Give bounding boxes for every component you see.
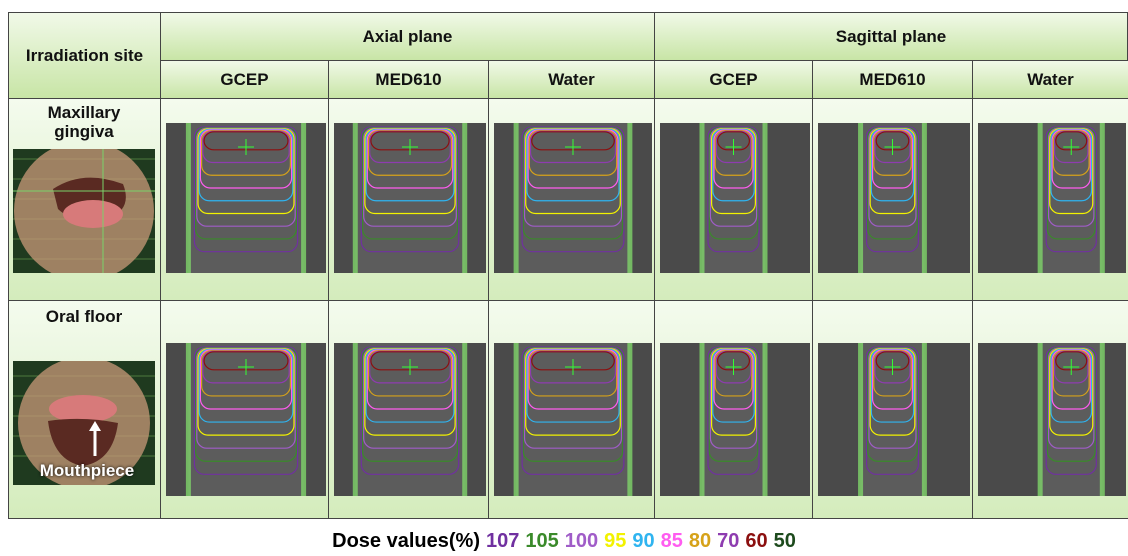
material-header: Water xyxy=(972,60,1128,99)
row-cell: Oral floor Mouthpiece xyxy=(8,300,161,519)
annotation: Mouthpiece xyxy=(17,461,157,481)
image-cell xyxy=(160,98,329,301)
legend-value: 50 xyxy=(774,530,796,552)
dose-image xyxy=(978,123,1126,273)
dose-image xyxy=(660,343,810,496)
figure: Irradiation site Axial plane Sagittal pl… xyxy=(0,0,1128,556)
dose-image xyxy=(818,123,970,273)
material-header: GCEP xyxy=(160,60,329,99)
image-cell xyxy=(160,300,329,519)
image-cell xyxy=(488,98,655,301)
row-label: Oral floor xyxy=(19,307,149,327)
row-label: Maxillary gingiva xyxy=(29,103,139,141)
image-cell xyxy=(654,98,813,301)
legend-value: 95 xyxy=(604,530,626,552)
image-cell xyxy=(488,300,655,519)
legend-value: 70 xyxy=(717,530,739,552)
row-cell: Maxillary gingiva xyxy=(8,98,161,301)
dose-image xyxy=(334,343,486,496)
site-header: Irradiation site xyxy=(8,12,161,99)
legend-value: 100 xyxy=(565,530,598,552)
legend-value: 90 xyxy=(632,530,654,552)
plane-header: Axial plane xyxy=(160,12,655,61)
image-cell xyxy=(972,300,1128,519)
dose-image xyxy=(818,343,970,496)
dose-image xyxy=(334,123,486,273)
legend-value: 107 xyxy=(486,530,519,552)
legend-value: 60 xyxy=(745,530,767,552)
material-header: MED610 xyxy=(812,60,973,99)
dose-image xyxy=(494,123,652,273)
legend-value: 85 xyxy=(661,530,683,552)
image-cell xyxy=(654,300,813,519)
legend: Dose values(%) 107 105 100 95 90 85 80 70 60 50 xyxy=(0,530,1128,553)
legend-value: 80 xyxy=(689,530,711,552)
image-cell xyxy=(972,98,1128,301)
plane-header: Sagittal plane xyxy=(654,12,1128,61)
dose-image xyxy=(660,123,810,273)
dose-image xyxy=(166,343,326,496)
dose-image xyxy=(494,343,652,496)
dose-image xyxy=(166,123,326,273)
image-cell xyxy=(328,98,489,301)
legend-title: Dose values(%) xyxy=(332,530,480,552)
material-header: Water xyxy=(488,60,655,99)
dose-image xyxy=(978,343,1126,496)
material-header: GCEP xyxy=(654,60,813,99)
image-cell xyxy=(812,98,973,301)
legend-value: 105 xyxy=(525,530,558,552)
site-thumbnail xyxy=(13,149,155,273)
material-header: MED610 xyxy=(328,60,489,99)
image-cell xyxy=(328,300,489,519)
image-cell xyxy=(812,300,973,519)
